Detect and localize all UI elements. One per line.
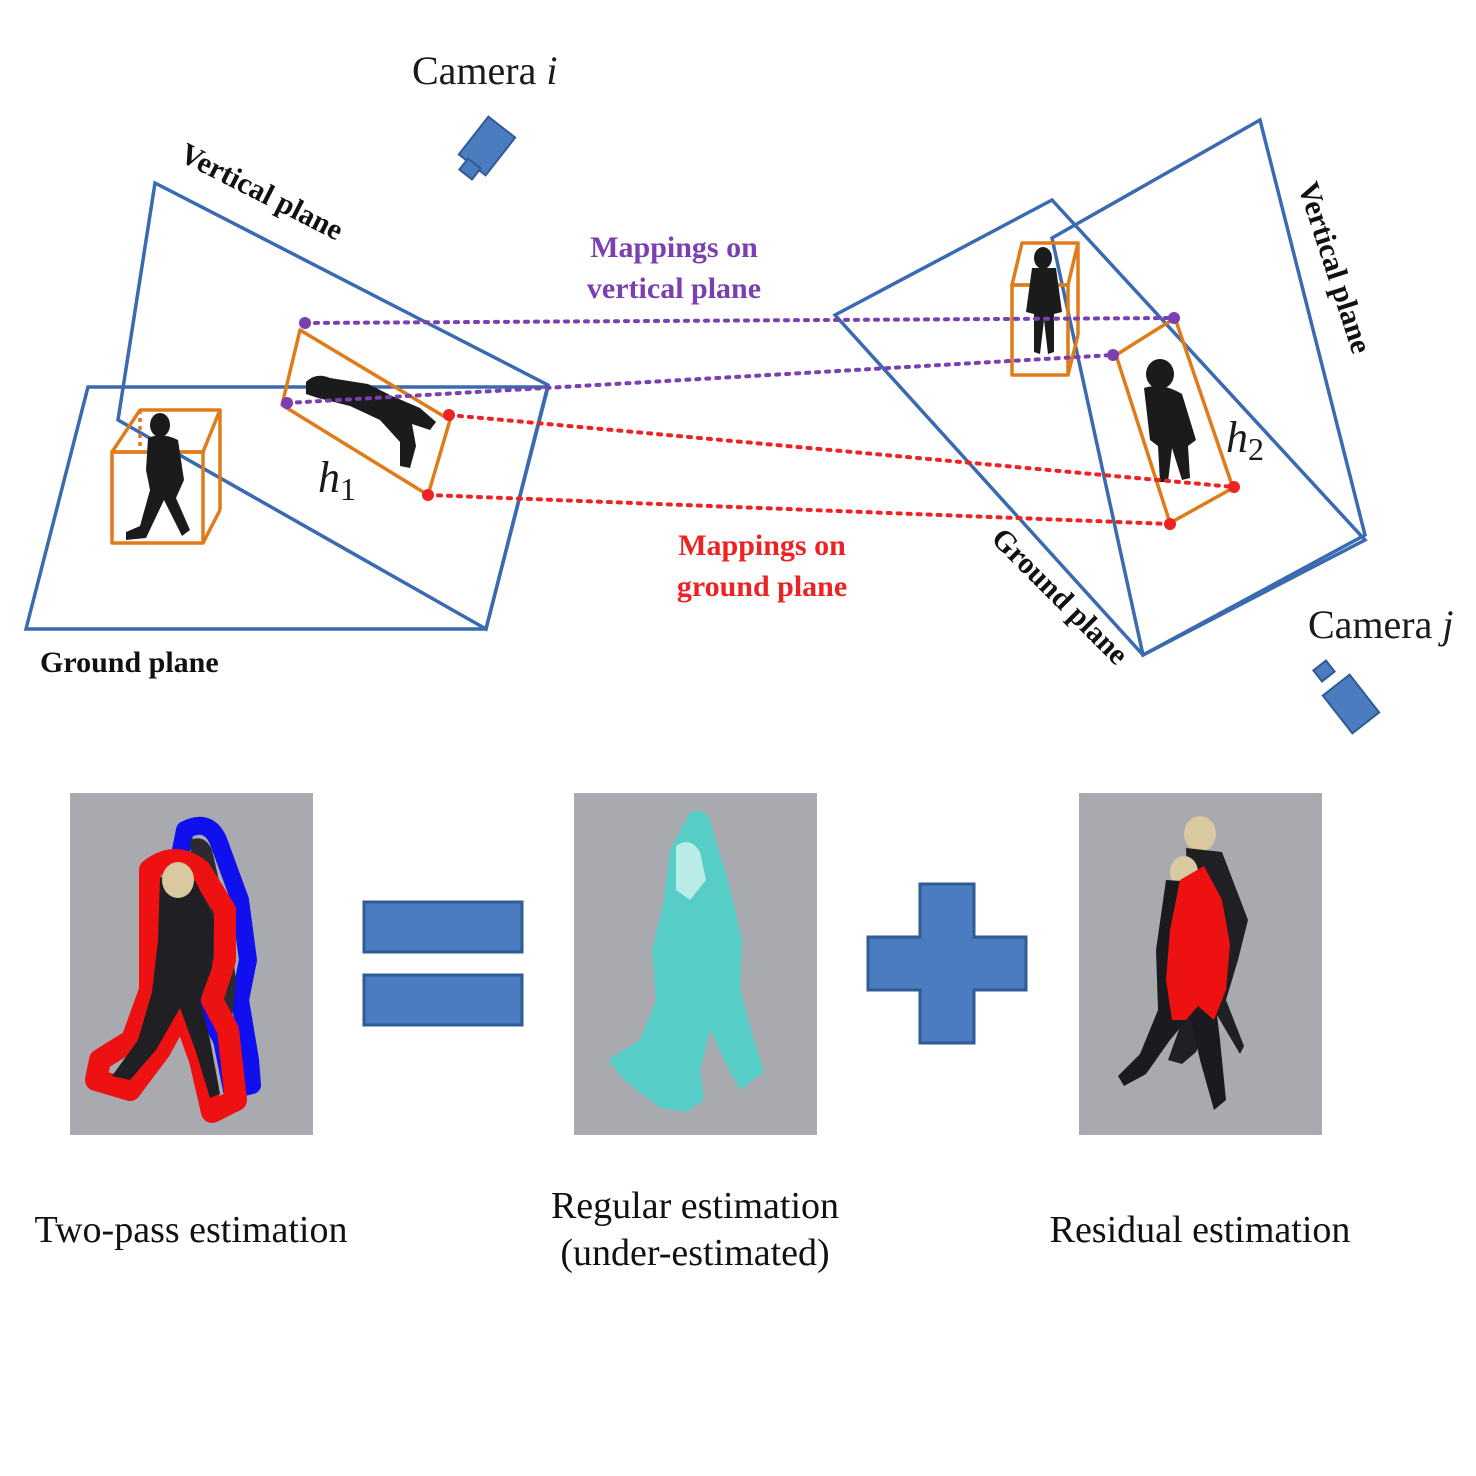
- right-ground-point-top: [1228, 481, 1240, 493]
- caption-regular-line1: Regular estimation: [551, 1185, 839, 1227]
- right-mapped-box: [1114, 316, 1235, 525]
- left-mapped-box: [280, 328, 452, 497]
- left-ground-plane-label: Ground plane: [40, 646, 219, 679]
- residual-estimation-photo: [1079, 793, 1322, 1135]
- two-pass-photo: [70, 793, 313, 1135]
- right-ground-plane-label: Ground plane: [985, 522, 1135, 672]
- left-vertical-plane: [116, 180, 551, 632]
- regular-estimation-photo: [574, 793, 817, 1135]
- caption-residual: Residual estimation: [1050, 1209, 1351, 1251]
- h2-label: h2: [1226, 413, 1264, 467]
- left-ground-plane: [23, 385, 551, 631]
- right-vertical-plane-label: Vertical plane: [1291, 178, 1377, 358]
- right-ground-plane: [832, 197, 1368, 658]
- h1-label: h1: [318, 453, 356, 507]
- right-standing-person: [1026, 247, 1062, 354]
- left-walking-person: [126, 413, 190, 540]
- equals-icon: [362, 900, 524, 1027]
- right-vertical-point-bottom: [1107, 349, 1119, 361]
- vertical-mapping-line-bottom: [285, 353, 1115, 405]
- right-vertical-plane: [1050, 117, 1368, 658]
- camera-i-label: Camera i: [412, 48, 558, 93]
- camera-j-icon: [1311, 659, 1381, 735]
- ground-mapping-label-line2: ground plane: [677, 570, 847, 603]
- ground-mapping-label-line1: Mappings on: [678, 529, 846, 562]
- camera-i-icon: [457, 115, 517, 181]
- vertical-mapping-label-line2: vertical plane: [587, 272, 761, 305]
- left-vertical-plane-label: Vertical plane: [175, 137, 349, 247]
- caption-regular-line2: (under-estimated): [560, 1232, 829, 1274]
- caption-two-pass: Two-pass estimation: [35, 1209, 348, 1251]
- camera-j-label: Camera j: [1308, 602, 1454, 647]
- plus-icon: [866, 882, 1028, 1045]
- ground-mapping-line-bottom: [426, 493, 1172, 526]
- vertical-mapping-label-line1: Mappings on: [590, 231, 758, 264]
- vertical-mapping-line-top: [303, 316, 1176, 325]
- right-vertical-point-top: [1168, 312, 1180, 324]
- ground-mapping-line-top: [447, 413, 1236, 489]
